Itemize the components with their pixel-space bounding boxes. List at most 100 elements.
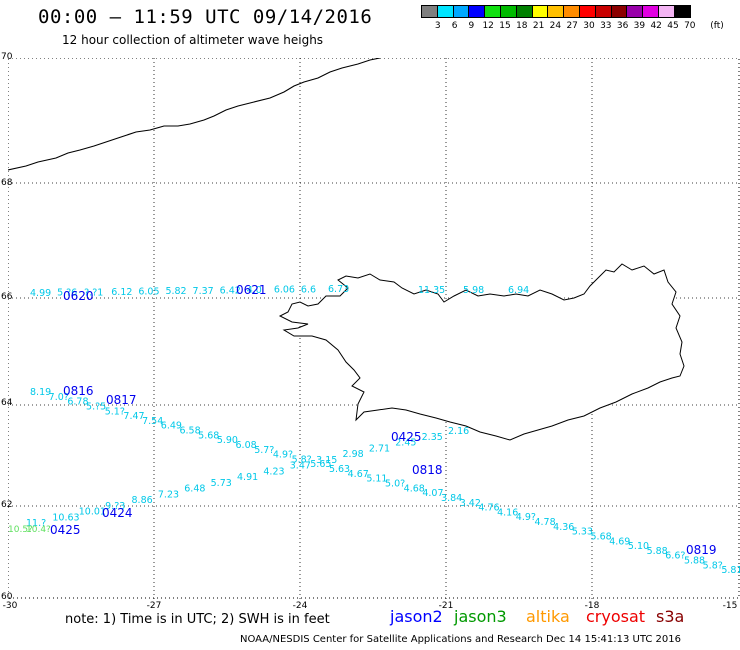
wave-height-value: 5.81 [721,565,740,576]
map-canvas[interactable]: 4.99 5.?6 ?.?1 6.12 6.05 5.82 7.37 6.42 4.0 6.06 6… [8,58,740,599]
wave-height-value: 5.88 [647,546,668,557]
wave-height-value: 8.19 [30,387,51,398]
wave-height-value: 4.16 [497,507,518,518]
time-label: 0817 [106,393,137,407]
wave-height-value: 5.1? [105,406,125,417]
satellite-label-s3a: s3a [656,607,685,626]
time-label: 0425 [391,430,422,444]
wave-height-value: 6.6? [665,551,685,562]
wave-height-value: 3.15 [316,455,337,466]
longitude-label: -21 [438,601,454,611]
wave-height-value: 4.78 [534,517,555,528]
legend-unit: (ft) [710,21,724,31]
wave-height-value: 2.45 [395,438,416,449]
satellite-label-jason2: jason2 [390,607,443,626]
wave-height-value: 11.? [26,518,46,529]
satellite-label-cryosat: cryosat [586,607,646,626]
wave-height-value: 6.73 [328,284,349,295]
wave-height-value: 5.88 [684,556,705,567]
map-svg: 4.99 5.?6 ?.?1 6.12 6.05 5.82 7.37 6.42 4.0 6.06 6… [8,58,740,599]
wave-height-value: 3.47 [290,461,311,472]
wave-height-value: 4.23 [263,466,284,477]
legend-swatch [610,5,628,18]
wave-height-value: 5.8? [292,454,312,465]
latitude-label: 68 [1,178,13,188]
wave-height-value: 6.42 [220,285,241,296]
wave-height-value: 10.4? [26,525,51,535]
wave-height-value: 4.9? [273,450,293,461]
wave-height-value: 6.58 [179,426,200,437]
legend-swatch [547,5,565,18]
wave-height-value: 6.78 [67,397,88,408]
legend-label: 33 [600,21,612,31]
wave-height-value: 5.11 [366,474,387,485]
legend-swatch [673,5,691,18]
longitude-label: -27 [146,601,162,611]
legend-label: 30 [583,21,595,31]
legend-label: 15 [499,21,511,31]
wave-height-value: 2.35 [422,432,443,443]
wave-height-value: 6.06 [274,285,295,296]
altimeter-tracks: 4.99 5.?6 ?.?1 6.12 6.05 5.82 7.37 6.42 4.0 6.06 6… [8,283,740,576]
legend-swatch [468,5,486,18]
wave-height-value: 4.9? [516,512,536,523]
legend-swatch [578,5,596,18]
wave-height-value: 11.35 [418,285,445,296]
latitude-label: 62 [1,500,13,510]
wave-height-value: 4.67 [348,469,369,480]
longitude-label: -24 [292,601,308,611]
legend-swatch [531,5,549,18]
legend-label: 12 [482,21,494,31]
time-label: 0620 [63,289,94,303]
wave-height-value: 4.68 [404,483,425,494]
wave-height-value: 5.10 [628,541,649,552]
wave-height-value: 10.5? [8,525,33,535]
time-label: 0424 [102,506,133,520]
page-subtitle: 12 hour collection of altimeter wave hei… [62,33,324,47]
legend-label: 45 [667,21,679,31]
legend-label: 39 [633,21,646,31]
wave-height-value: 5.98 [463,285,484,296]
time-label: 0425 [50,523,81,537]
greenland-coastline [8,58,381,171]
wave-height-value: 5.82 [165,286,186,297]
wave-height-value: 8.86 [132,495,153,506]
wave-height-value: 6.05 [138,287,159,298]
legend-label: 3 [434,21,441,31]
legend-label: 36 [616,21,629,31]
wave-height-value: 4.0 [247,285,262,296]
satellite-label-altika: altika [526,607,570,626]
wave-height-value: 7.37 [193,286,214,297]
legend-swatch [594,5,612,18]
latitude-label: 64 [1,398,13,408]
legend-label: 24 [549,21,562,31]
legend-swatch [499,5,517,18]
credit-footer: NOAA/NESDIS Center for Satellite Applica… [240,634,682,645]
wave-height-value: 5.33 [572,527,593,538]
legend-swatch [421,5,438,18]
wave-height-value: 6.49 [161,421,182,432]
time-label: 0816 [63,384,94,398]
legend-swatch [563,5,580,18]
wave-height-value: 7.23 [158,489,179,500]
wave-height-value: 6.48 [184,484,205,495]
wave-height-value: 9.?3 [105,501,125,512]
wave-height-value: 5.63 [329,464,350,475]
page-title: 00:00 – 11:59 UTC 09/14/2016 [38,6,373,28]
wave-height-value: 5.7? [254,445,274,456]
wave-height-value: 6.6 [301,284,316,295]
longitude-label: -30 [2,601,18,611]
wave-height-value: 5.?6 [57,288,77,299]
legend-label: 9 [468,21,475,31]
wave-height-value: 7.54 [142,416,163,427]
wave-height-value: 3.42 [460,498,481,509]
legend-swatch [452,5,470,18]
wave-height-value: 3.84 [441,493,462,504]
wave-height-value: 4.69 [609,536,630,547]
legend-swatch [515,5,533,18]
legend-swatch [436,5,454,18]
color-legend: 3 6 9 12 15 18 21 24 27 30 33 36 39 42 45 70 (ft) [421,5,727,33]
time-label: 0819 [686,543,717,557]
wave-height-value: 5.8? [703,560,723,571]
time-label: 0621 [236,283,267,297]
